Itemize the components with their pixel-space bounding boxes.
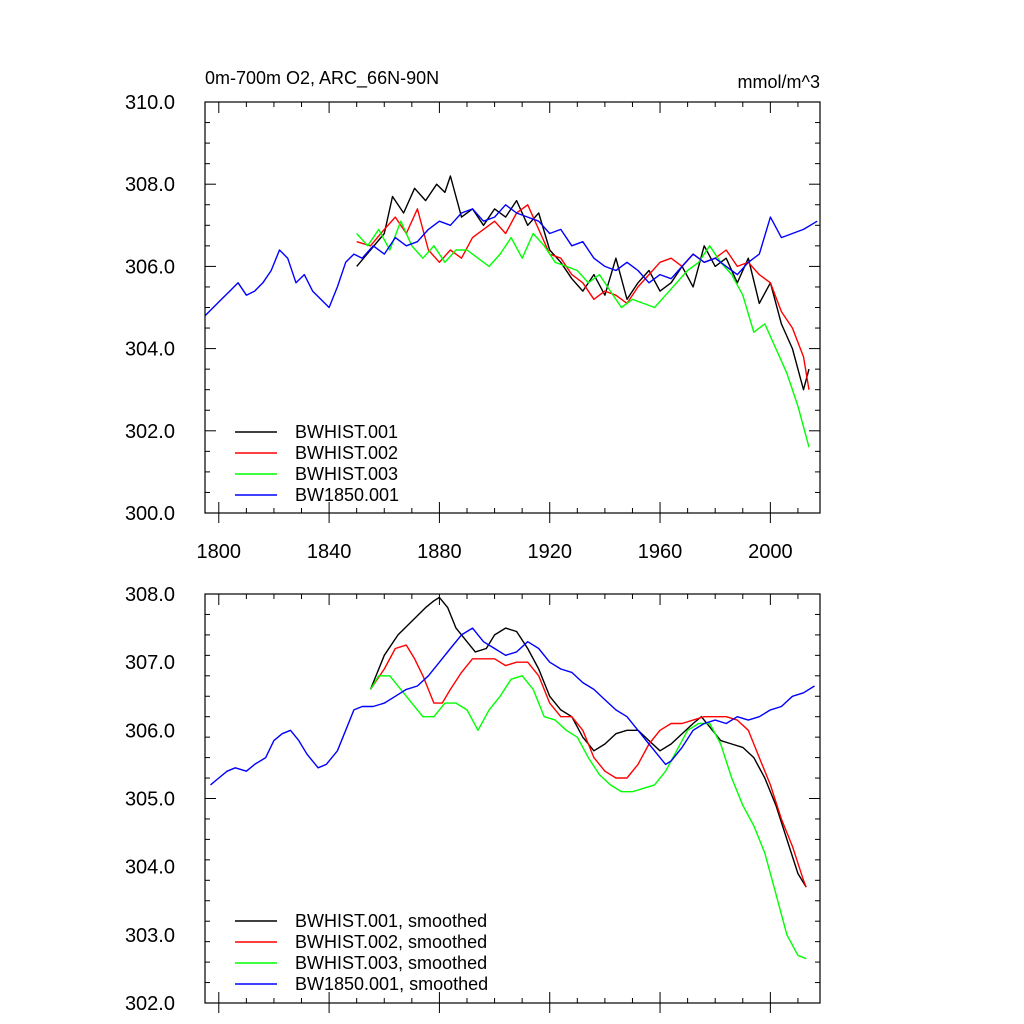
y-tick-label: 310.0 xyxy=(125,92,175,114)
series-line xyxy=(356,220,810,448)
series-line xyxy=(204,204,818,317)
x-tick-label: 1880 xyxy=(417,541,462,563)
x-tick-label: 1960 xyxy=(638,541,683,563)
y-tick-label: 305.0 xyxy=(125,789,175,811)
x-tick-label: 2000 xyxy=(748,541,793,563)
y-tick-label: 307.0 xyxy=(125,652,175,674)
series-line xyxy=(356,175,810,391)
x-tick-label: 1800 xyxy=(197,541,242,563)
bottom-panel-frame xyxy=(204,593,821,1004)
legend-label: BW1850.001 xyxy=(295,485,399,505)
y-tick-label: 300.0 xyxy=(125,503,175,525)
legend-label: BWHIST.002 xyxy=(295,443,398,463)
top-panel-axes: 300.0 302.0 304.0 306.0 308.0 310.0 1800 1840 18… xyxy=(125,92,820,563)
top-panel-units: mmol/m^3 xyxy=(738,72,820,92)
legend-label: BWHIST.001 xyxy=(295,422,398,442)
y-tick-label: 304.0 xyxy=(125,339,175,361)
bottom-panel-series xyxy=(210,596,815,960)
top-panel-title: 0m-700m O2, ARC_66N-90N xyxy=(205,68,439,89)
y-tick-label: 304.0 xyxy=(125,857,175,879)
legend-label: BWHIST.003, smoothed xyxy=(295,953,487,973)
y-tick-label: 306.0 xyxy=(125,256,175,278)
bottom-panel: 302.0 303.0 304.0 305.0 306.0 307.0 308.0 BWHI… xyxy=(125,584,821,1015)
series-line xyxy=(356,204,810,390)
y-tick-label: 308.0 xyxy=(125,584,175,606)
y-tick-label: 302.0 xyxy=(125,993,175,1015)
y-tick-label: 306.0 xyxy=(125,720,175,742)
y-tick-label: 308.0 xyxy=(125,174,175,196)
x-tick-label: 1840 xyxy=(307,541,352,563)
legend-label: BWHIST.002, smoothed xyxy=(295,932,487,952)
series-line xyxy=(369,644,807,888)
top-panel-series xyxy=(204,175,818,448)
y-tick-label: 303.0 xyxy=(125,925,175,947)
legend-label: BWHIST.003 xyxy=(295,464,398,484)
series-line xyxy=(369,675,807,960)
series-line xyxy=(210,627,815,786)
x-tick-label: 1920 xyxy=(527,541,572,563)
y-tick-label: 302.0 xyxy=(125,421,175,443)
legend-label: BWHIST.001, smoothed xyxy=(295,911,487,931)
legend-label: BW1850.001, smoothed xyxy=(295,974,488,994)
bottom-panel-axes: 302.0 303.0 304.0 305.0 306.0 307.0 308.0 xyxy=(125,584,820,1015)
top-panel-frame xyxy=(204,101,821,514)
top-panel: 0m-700m O2, ARC_66N-90N mmol/m^3 300.030… xyxy=(125,68,821,563)
